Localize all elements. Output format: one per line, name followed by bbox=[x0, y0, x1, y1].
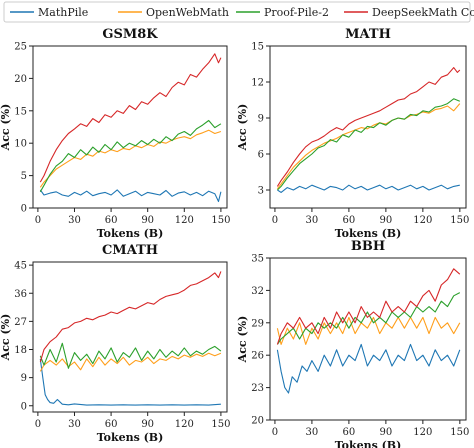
y-tick-label: 20 bbox=[251, 416, 264, 427]
y-tick-label: 9 bbox=[258, 114, 264, 125]
x-tick-label: 120 bbox=[175, 215, 194, 226]
legend-item-mathpile: MathPile bbox=[10, 6, 88, 19]
panel-title: CMATH bbox=[102, 243, 158, 258]
x-tick-label: 60 bbox=[105, 215, 118, 226]
series-line-proof-pile-2 bbox=[39, 119, 222, 193]
x-tick-label: 0 bbox=[35, 215, 41, 226]
series-lines bbox=[276, 268, 461, 394]
y-tick-label: 29 bbox=[251, 318, 264, 329]
x-axis-label: Tokens (B) bbox=[97, 227, 164, 240]
y-tick-label: 36 bbox=[14, 289, 27, 300]
y-axis-label: Acc (%) bbox=[0, 104, 12, 152]
plot-frame bbox=[32, 45, 228, 209]
panel-gsm8k: GSM8K 0 30 60 90 120 150 0 5 10 15 20 25 Tokens (B) Ac… bbox=[0, 27, 230, 240]
series-line-mathpile bbox=[39, 189, 222, 203]
x-tick-label: 0 bbox=[272, 427, 278, 438]
series-lines bbox=[276, 67, 461, 193]
series-line-deepseekmath-corpus bbox=[276, 67, 461, 187]
x-axis-label: Tokens (B) bbox=[335, 227, 402, 240]
y-tick-label: 0 bbox=[21, 204, 27, 215]
legend-label: MathPile bbox=[38, 6, 88, 19]
legend-item-deepseekmath-corpus: DeepSeekMath Corpus bbox=[344, 6, 474, 19]
series-line-mathpile bbox=[276, 343, 461, 394]
x-tick-label: 150 bbox=[450, 427, 469, 438]
panel-title: BBH bbox=[351, 239, 385, 254]
plot-frame bbox=[32, 261, 228, 413]
x-tick-label: 150 bbox=[450, 215, 469, 226]
x-tick-label: 120 bbox=[413, 215, 432, 226]
x-axis-label: Tokens (B) bbox=[97, 431, 164, 444]
y-tick-label: 9 bbox=[21, 373, 27, 384]
y-axis-label: Acc (%) bbox=[0, 314, 12, 362]
y-tick-label: 10 bbox=[14, 139, 27, 150]
x-tick-label: 30 bbox=[306, 215, 319, 226]
y-tick-label: 35 bbox=[251, 254, 264, 265]
x-tick-label: 30 bbox=[68, 215, 81, 226]
y-tick-label: 0 bbox=[21, 401, 27, 412]
x-tick-label: 90 bbox=[141, 215, 154, 226]
y-tick-label: 26 bbox=[251, 351, 264, 362]
series-line-proof-pile-2 bbox=[277, 98, 461, 191]
series-lines bbox=[39, 53, 222, 203]
y-tick-label: 5 bbox=[21, 171, 27, 182]
x-tick-label: 150 bbox=[211, 215, 230, 226]
series-line-deepseekmath-corpus bbox=[39, 53, 222, 183]
legend-label: Proof-Pile-2 bbox=[264, 6, 329, 19]
y-tick-label: 18 bbox=[14, 345, 27, 356]
x-axis-label: Tokens (B) bbox=[335, 439, 402, 448]
y-axis-label: Acc (%) bbox=[236, 104, 249, 152]
x-tick-label: 60 bbox=[343, 427, 356, 438]
y-tick-label: 12 bbox=[251, 78, 264, 89]
panel-title: MATH bbox=[345, 27, 391, 42]
panel-cmath: CMATH 0 30 60 90 120 150 0 9 18 27 36 45 Tokens (B) Ac… bbox=[0, 243, 230, 444]
x-tick-label: 60 bbox=[105, 419, 118, 430]
series-lines bbox=[39, 271, 222, 406]
series-line-mathpile bbox=[39, 358, 221, 406]
legend: MathPile OpenWebMath Proof-Pile-2 DeepSeekM… bbox=[3, 1, 474, 23]
x-tick-label: 0 bbox=[35, 419, 41, 430]
series-line-openwebmath bbox=[276, 316, 461, 345]
legend-item-openwebmath: OpenWebMath bbox=[118, 6, 229, 19]
y-tick-label: 3 bbox=[258, 186, 264, 197]
panel-bbh: BBH 0 30 60 90 120 150 20 23 26 29 32 35 Tokens (B) Ac… bbox=[236, 239, 469, 448]
legend-label: DeepSeekMath Corpus bbox=[372, 6, 474, 19]
y-tick-label: 6 bbox=[258, 150, 264, 161]
series-line-mathpile bbox=[277, 184, 460, 193]
x-tick-label: 120 bbox=[175, 419, 194, 430]
plot-frame bbox=[269, 257, 467, 421]
legend-item-proof-pile-2: Proof-Pile-2 bbox=[236, 6, 329, 19]
x-tick-label: 90 bbox=[380, 215, 393, 226]
x-tick-label: 90 bbox=[380, 427, 393, 438]
x-tick-label: 150 bbox=[211, 419, 230, 430]
panel-math: MATH 0 30 60 90 120 150 3 6 9 12 15 Tokens (B) Acc (%… bbox=[236, 27, 469, 240]
y-tick-label: 20 bbox=[14, 74, 27, 85]
y-tick-label: 15 bbox=[251, 42, 264, 53]
series-line-openwebmath bbox=[39, 129, 222, 188]
y-tick-label: 45 bbox=[14, 261, 27, 272]
y-tick-label: 25 bbox=[14, 42, 27, 53]
x-tick-label: 30 bbox=[68, 419, 81, 430]
x-tick-label: 120 bbox=[413, 427, 432, 438]
panel-title: GSM8K bbox=[102, 27, 158, 42]
y-axis-label: Acc (%) bbox=[236, 316, 249, 364]
x-tick-label: 90 bbox=[141, 419, 154, 430]
y-tick-label: 15 bbox=[14, 106, 27, 117]
x-tick-label: 30 bbox=[306, 427, 319, 438]
legend-label: OpenWebMath bbox=[146, 6, 229, 19]
series-line-deepseekmath-corpus bbox=[39, 271, 222, 363]
y-tick-label: 27 bbox=[14, 317, 27, 328]
series-line-deepseekmath-corpus bbox=[276, 268, 461, 345]
y-tick-label: 32 bbox=[251, 286, 264, 297]
plot-frame bbox=[269, 45, 467, 209]
series-line-proof-pile-2 bbox=[39, 342, 222, 369]
x-tick-label: 60 bbox=[343, 215, 356, 226]
x-tick-label: 0 bbox=[272, 215, 278, 226]
series-line-openwebmath bbox=[276, 103, 461, 190]
y-tick-label: 23 bbox=[251, 383, 264, 394]
series-line-proof-pile-2 bbox=[276, 292, 461, 345]
